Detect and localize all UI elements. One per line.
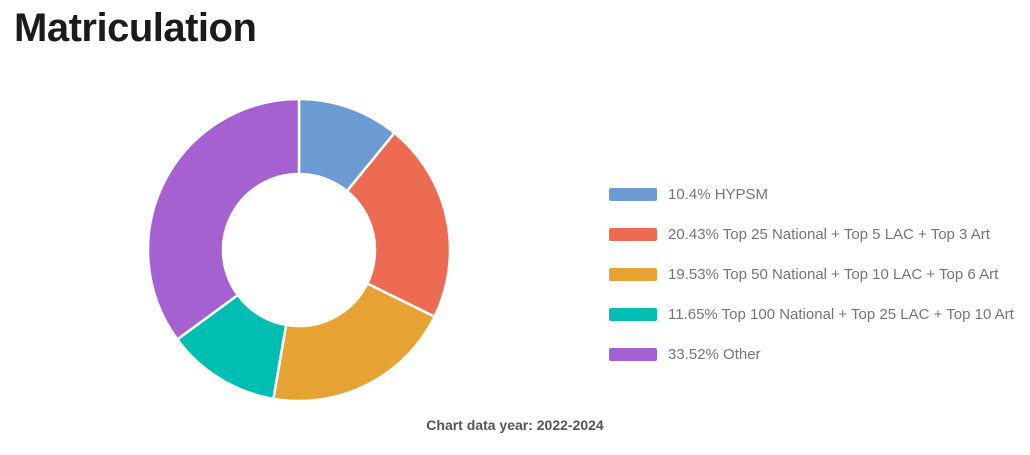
page-title: Matriculation — [14, 6, 257, 50]
legend-item-4[interactable]: 33.52% Other — [609, 334, 1014, 374]
legend-label: 11.65% Top 100 National + Top 25 LAC + T… — [668, 305, 1014, 323]
legend-item-3[interactable]: 11.65% Top 100 National + Top 25 LAC + T… — [609, 294, 1014, 334]
donut-slice-2[interactable] — [272, 282, 436, 403]
legend-swatch-icon — [609, 187, 657, 201]
legend-label: 19.53% Top 50 National + Top 10 LAC + To… — [668, 265, 999, 283]
legend-swatch-icon — [609, 267, 657, 281]
legend-item-0[interactable]: 10.4% HYPSM — [609, 174, 1014, 214]
legend-swatch-icon — [609, 227, 657, 241]
legend-label: 10.4% HYPSM — [668, 185, 769, 203]
chart-legend: 10.4% HYPSM 20.43% Top 25 National + Top … — [609, 174, 1014, 374]
chart-caption: Chart data year: 2022-2024 — [426, 417, 604, 433]
legend-label: 33.52% Other — [668, 345, 761, 363]
donut-chart — [146, 97, 452, 403]
legend-label: 20.43% Top 25 National + Top 5 LAC + Top… — [668, 225, 990, 243]
donut-slice-4[interactable] — [146, 97, 301, 341]
legend-item-1[interactable]: 20.43% Top 25 National + Top 5 LAC + Top… — [609, 214, 1014, 254]
legend-item-2[interactable]: 19.53% Top 50 National + Top 10 LAC + To… — [609, 254, 1014, 294]
legend-swatch-icon — [609, 307, 657, 321]
donut-slice-1[interactable] — [345, 131, 452, 318]
legend-swatch-icon — [609, 347, 657, 361]
